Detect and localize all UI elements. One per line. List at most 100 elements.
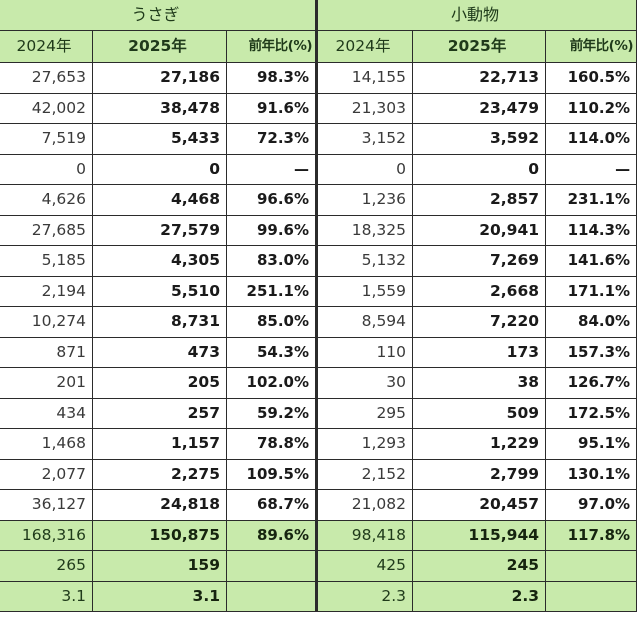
table-row: 2,194 5,510 251.1% 1,559 2,668 171.1% <box>0 275 638 307</box>
cell-rabbit-2025: 1,157 <box>92 428 227 460</box>
cell-rabbit-2025: 4,468 <box>92 184 227 216</box>
cell-rabbit-yoy: 85.0% <box>225 306 319 338</box>
cell-small-2024: 5,132 <box>316 245 414 277</box>
col-header-2024: 2024年 <box>0 30 93 63</box>
col-header-2025: 2025年 <box>412 30 547 63</box>
cell-small-2024: 295 <box>316 397 414 429</box>
cell-rabbit-2025: 2,275 <box>92 458 227 490</box>
table-row: 27,653 27,186 98.3% 14,155 22,713 160.5% <box>0 62 638 94</box>
cell-rabbit-2024: 201 <box>0 367 93 399</box>
table-row: 36,127 24,818 68.7% 21,082 20,457 97.0% <box>0 489 638 521</box>
cell-small-2024: 98,418 <box>316 519 414 551</box>
cell-small-yoy: 117.8% <box>545 519 638 551</box>
cell-small-2025: 1,229 <box>412 428 547 460</box>
cell-rabbit-2025: 38,478 <box>92 92 227 124</box>
cell-small-yoy: 130.1% <box>545 458 638 490</box>
cell-rabbit-2025: 473 <box>92 336 227 368</box>
cell-small-2025: 2,668 <box>412 275 547 307</box>
cell-small-2025: 0 <box>412 153 547 185</box>
cell-small-2024: 30 <box>316 367 414 399</box>
cell-small-2025: 245 <box>412 550 547 582</box>
sub-header-row: 2024年 2025年 前年比(%) 2024年 2025年 前年比(%) <box>0 30 638 63</box>
cell-small-yoy: 110.2% <box>545 92 638 124</box>
cell-small-2024: 18,325 <box>316 214 414 246</box>
cell-small-2025: 2,799 <box>412 458 547 490</box>
cell-rabbit-2024: 10,274 <box>0 306 93 338</box>
table-row: 201 205 102.0% 30 38 126.7% <box>0 367 638 399</box>
group-header-row: うさぎ 小動物 <box>0 0 638 31</box>
cell-rabbit-2024: 434 <box>0 397 93 429</box>
cell-rabbit-2024: 0 <box>0 153 93 185</box>
col-header-yoy: 前年比(%) <box>225 30 319 63</box>
cell-small-2024: 1,559 <box>316 275 414 307</box>
cell-small-2025: 38 <box>412 367 547 399</box>
cell-rabbit-yoy: 109.5% <box>225 458 319 490</box>
cell-rabbit-2025: 27,579 <box>92 214 227 246</box>
cell-rabbit-2025: 3.1 <box>92 580 227 612</box>
cell-small-yoy: 97.0% <box>545 489 638 521</box>
cell-rabbit-yoy: 96.6% <box>225 184 319 216</box>
cell-rabbit-2024: 871 <box>0 336 93 368</box>
cell-small-2025: 20,941 <box>412 214 547 246</box>
cell-small-2024: 21,303 <box>316 92 414 124</box>
cell-rabbit-yoy: 83.0% <box>225 245 319 277</box>
table-row: 871 473 54.3% 110 173 157.3% <box>0 336 638 368</box>
cell-small-2024: 2,152 <box>316 458 414 490</box>
totals-row: 168,316 150,875 89.6% 98,418 115,944 117… <box>0 519 638 551</box>
cell-rabbit-2025: 5,510 <box>92 275 227 307</box>
cell-rabbit-yoy <box>225 550 319 582</box>
cell-rabbit-2024: 27,653 <box>0 62 93 94</box>
col-header-2024: 2024年 <box>316 30 414 63</box>
cell-rabbit-2024: 27,685 <box>0 214 93 246</box>
cell-small-2025: 3,592 <box>412 123 547 155</box>
cell-rabbit-2024: 168,316 <box>0 519 93 551</box>
cell-small-yoy: 114.3% <box>545 214 638 246</box>
cell-rabbit-2025: 150,875 <box>92 519 227 551</box>
cell-small-yoy: 141.6% <box>545 245 638 277</box>
cell-rabbit-2024: 2,194 <box>0 275 93 307</box>
cell-rabbit-2025: 159 <box>92 550 227 582</box>
table-row: 42,002 38,478 91.6% 21,303 23,479 110.2% <box>0 92 638 124</box>
cell-small-2024: 110 <box>316 336 414 368</box>
cell-small-2025: 23,479 <box>412 92 547 124</box>
cell-small-2025: 115,944 <box>412 519 547 551</box>
cell-small-2024: 8,594 <box>316 306 414 338</box>
cell-rabbit-yoy: 98.3% <box>225 62 319 94</box>
totals-row: 265 159 425 245 <box>0 550 638 582</box>
cell-small-yoy: 157.3% <box>545 336 638 368</box>
cell-small-2025: 7,220 <box>412 306 547 338</box>
cell-rabbit-2024: 1,468 <box>0 428 93 460</box>
table-row: 10,274 8,731 85.0% 8,594 7,220 84.0% <box>0 306 638 338</box>
cell-small-yoy: 84.0% <box>545 306 638 338</box>
cell-rabbit-2025: 205 <box>92 367 227 399</box>
cell-small-2025: 173 <box>412 336 547 368</box>
cell-rabbit-yoy: 99.6% <box>225 214 319 246</box>
cell-rabbit-yoy: 59.2% <box>225 397 319 429</box>
col-header-yoy: 前年比(%) <box>545 30 638 63</box>
cell-small-2024: 2.3 <box>316 580 414 612</box>
table-row: 27,685 27,579 99.6% 18,325 20,941 114.3% <box>0 214 638 246</box>
cell-small-2024: 14,155 <box>316 62 414 94</box>
cell-rabbit-yoy: 102.0% <box>225 367 319 399</box>
table-row: 7,519 5,433 72.3% 3,152 3,592 114.0% <box>0 123 638 155</box>
col-header-2025: 2025年 <box>92 30 227 63</box>
cell-small-yoy: 126.7% <box>545 367 638 399</box>
cell-rabbit-2025: 8,731 <box>92 306 227 338</box>
cell-rabbit-2025: 257 <box>92 397 227 429</box>
cell-small-yoy: 171.1% <box>545 275 638 307</box>
cell-rabbit-2025: 24,818 <box>92 489 227 521</box>
cell-small-yoy <box>545 580 638 612</box>
cell-small-2024: 1,293 <box>316 428 414 460</box>
cell-rabbit-yoy <box>225 580 319 612</box>
comparison-table: うさぎ 小動物 2024年 2025年 前年比(%) 2024年 2025年 前… <box>0 0 638 612</box>
cell-small-yoy <box>545 550 638 582</box>
cell-rabbit-yoy: 251.1% <box>225 275 319 307</box>
totals-row: 3.1 3.1 2.3 2.3 <box>0 580 638 612</box>
table-row: 5,185 4,305 83.0% 5,132 7,269 141.6% <box>0 245 638 277</box>
cell-rabbit-2025: 27,186 <box>92 62 227 94</box>
cell-rabbit-2025: 4,305 <box>92 245 227 277</box>
cell-rabbit-2024: 3.1 <box>0 580 93 612</box>
cell-rabbit-2024: 2,077 <box>0 458 93 490</box>
cell-rabbit-2024: 4,626 <box>0 184 93 216</box>
cell-small-2024: 3,152 <box>316 123 414 155</box>
